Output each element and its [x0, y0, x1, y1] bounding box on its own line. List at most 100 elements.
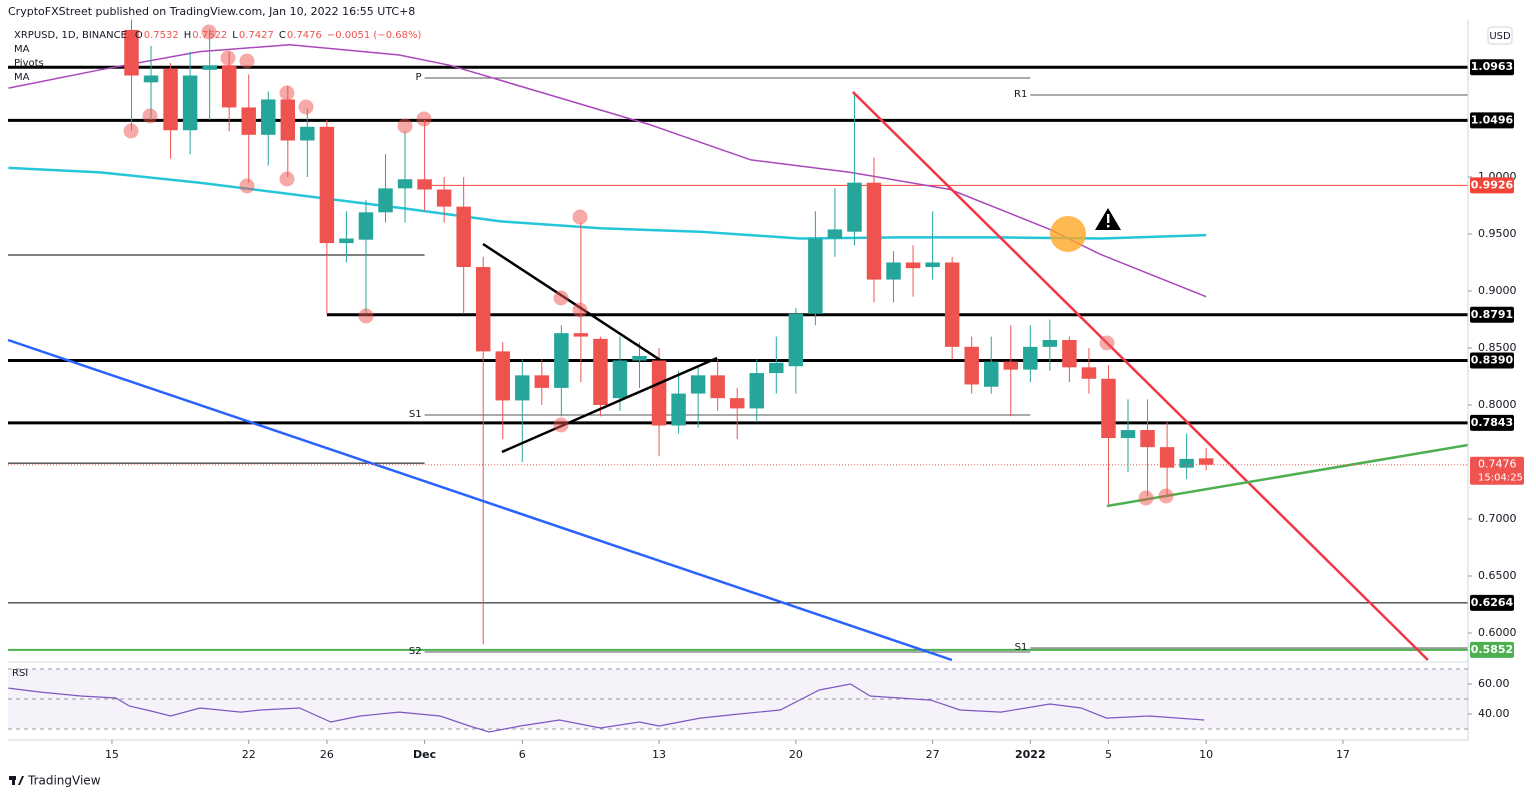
swing-marker	[220, 50, 236, 66]
candle-body	[515, 375, 530, 401]
candle-body	[788, 313, 804, 367]
y-tick-label: 0.8000	[1478, 398, 1517, 411]
legend-symbol: XRPUSD, 1D, BINANCE	[14, 30, 127, 41]
candle-body	[905, 262, 921, 269]
indicator-name: MA	[14, 44, 30, 55]
y-tick-label: 0.9000	[1478, 284, 1517, 297]
candle-body	[1159, 447, 1175, 468]
level-label: 0.8390	[1471, 354, 1514, 367]
candle-body	[241, 107, 256, 135]
x-tick-label: 10	[1199, 748, 1213, 761]
swing-marker	[1138, 490, 1154, 506]
y-tick-label: 0.7000	[1478, 512, 1517, 525]
level-label: 0.5852	[1471, 643, 1513, 656]
legend-key: O	[135, 30, 143, 41]
candle-body	[1179, 458, 1194, 468]
pivot-label: S1	[1015, 642, 1028, 653]
candle-body	[417, 179, 432, 190]
x-tick-label: 27	[926, 748, 940, 761]
level-label-box	[1470, 414, 1514, 431]
y-tick-label: 0.9500	[1478, 227, 1517, 240]
level-label: 0.9926	[1471, 178, 1514, 191]
candle-body	[1042, 340, 1058, 347]
plot-area	[7, 19, 1469, 662]
indicator-name: Pivots	[14, 58, 44, 69]
rsi-line	[8, 683, 1205, 733]
brand-logo	[9, 776, 24, 785]
candle-body	[202, 65, 217, 70]
candle-body	[495, 351, 510, 401]
candle-body	[632, 355, 647, 361]
x-tick-label: 13	[652, 748, 666, 761]
swing-marker	[201, 24, 217, 40]
pivot-label: S2	[409, 646, 422, 657]
candle-body	[612, 360, 628, 399]
level-label: 0.7843	[1471, 416, 1513, 429]
candle-body	[866, 182, 882, 280]
candle-body	[847, 182, 862, 232]
candle-body	[690, 375, 706, 394]
candle-body	[436, 189, 452, 207]
candle-body	[1140, 430, 1155, 448]
last-price-box	[1470, 456, 1524, 485]
swing-marker	[279, 171, 295, 187]
candle-body	[651, 360, 667, 426]
trend-line	[7, 338, 953, 662]
x-tick-label: 5	[1105, 748, 1112, 761]
trend-line	[501, 356, 718, 454]
pivot-label: R1	[1014, 89, 1027, 100]
countdown: 15:04:25	[1478, 473, 1523, 484]
swing-marker	[416, 111, 432, 127]
candle-body	[573, 333, 589, 337]
x-tick-label: 6	[519, 748, 526, 761]
candle-body	[1120, 430, 1136, 439]
rsi-tick-label: 40.00	[1478, 707, 1510, 720]
candle-body	[925, 262, 940, 268]
level-label-box	[1470, 177, 1514, 194]
y-tick-label: 0.6000	[1478, 626, 1517, 639]
swing-marker	[572, 302, 588, 318]
level-label: 0.8791	[1471, 308, 1513, 321]
swing-marker	[123, 123, 139, 139]
y-tick-label: 0.6500	[1478, 569, 1517, 582]
candle-body	[456, 206, 471, 268]
legend-value: 0.7476	[287, 30, 322, 41]
x-tick-label: 22	[242, 748, 256, 761]
swing-marker	[298, 99, 314, 115]
swing-marker	[239, 178, 255, 194]
candle-body	[749, 373, 764, 409]
legend-change: −0.0051 (−0.68%)	[327, 30, 422, 41]
swing-marker	[1099, 335, 1115, 351]
level-label-box	[1470, 59, 1514, 76]
candle-body	[358, 212, 374, 240]
candle-body	[163, 68, 178, 131]
legend-key: L	[232, 30, 238, 41]
currency: USD	[1489, 31, 1511, 42]
moving-average	[8, 43, 1207, 298]
swing-marker	[239, 53, 255, 69]
pivot-label: P	[416, 72, 422, 83]
logo-part	[12, 776, 15, 785]
level-label-box	[1470, 641, 1514, 658]
level-label: 0.6264	[1471, 596, 1514, 609]
candle-body	[124, 29, 139, 76]
candle-body	[378, 188, 393, 213]
currency-box[interactable]	[1487, 26, 1513, 45]
rsi-tick-label: 60.00	[1478, 677, 1510, 690]
brand: TradingView	[27, 774, 101, 788]
candle-body	[319, 126, 335, 244]
annotations	[1050, 208, 1121, 252]
candle-body	[1062, 340, 1077, 368]
candle-body	[729, 398, 745, 409]
candle-body	[339, 238, 354, 244]
candle-body	[221, 65, 237, 108]
legend-key: C	[279, 30, 286, 41]
x-tick-label: 2022	[1015, 748, 1046, 761]
level-label-box	[1470, 112, 1514, 129]
legend-value: 0.7532	[144, 30, 179, 41]
rsi-name: RSI	[12, 668, 28, 679]
candle-body	[1198, 458, 1214, 465]
swing-marker	[1158, 488, 1174, 504]
swing-marker	[553, 417, 569, 433]
